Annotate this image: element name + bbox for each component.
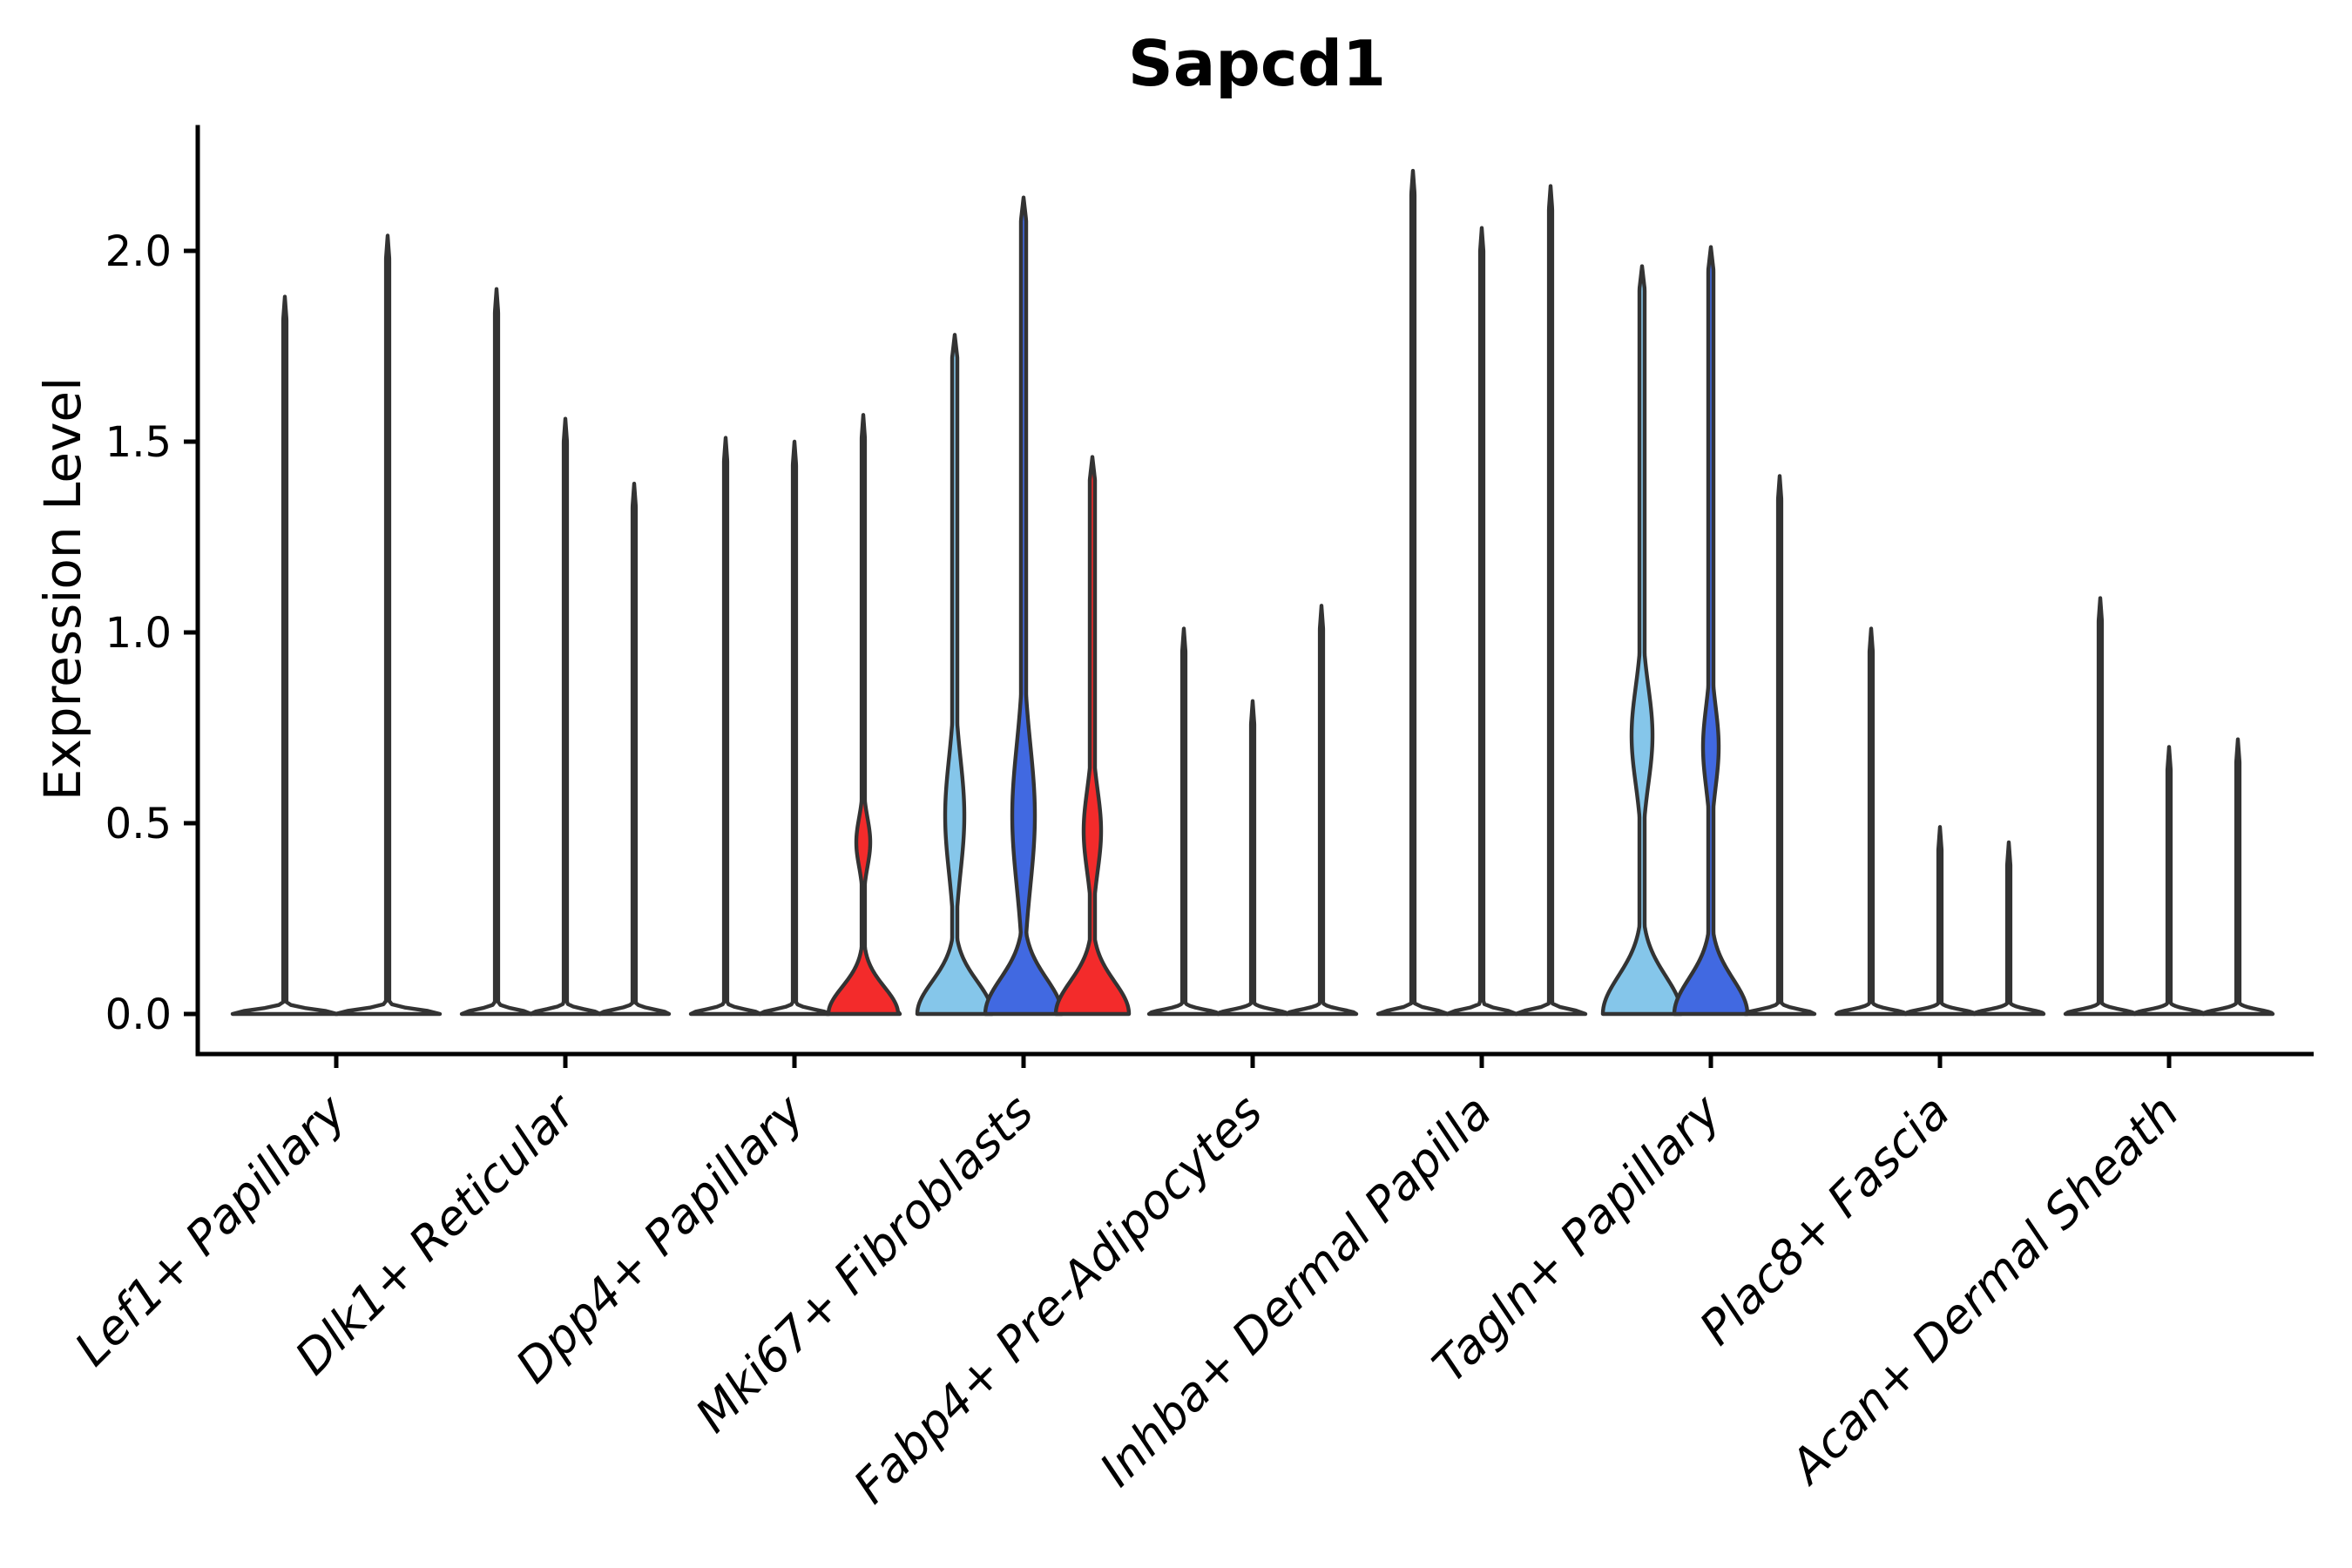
y-axis-label: Expression Level [33, 377, 92, 801]
violin-red [824, 413, 902, 1017]
violin-red [1053, 455, 1132, 1017]
y-tick-label: 2.0 [105, 227, 172, 276]
violin-blue [983, 195, 1064, 1017]
violin-plain [1375, 168, 1450, 1017]
y-tick-label: 1.0 [105, 609, 172, 658]
y-tick-label: 1.5 [105, 418, 172, 467]
violin-plain [2063, 596, 2138, 1017]
violin-plain [2132, 745, 2207, 1017]
violin-plain [1903, 825, 1977, 1017]
violin-plain [2200, 737, 2275, 1017]
violin-light_blue [915, 333, 995, 1017]
violin-plain [1834, 626, 1909, 1017]
violin-plain [1215, 699, 1290, 1017]
violin-plain [1146, 626, 1221, 1017]
violin-plain [1284, 604, 1359, 1017]
violin-plain [230, 294, 340, 1017]
violin-blue [1672, 245, 1750, 1017]
violin-light_blue [1600, 264, 1684, 1017]
violin-plain [459, 287, 534, 1017]
x-category-label: Acan+ Dermal Sheath [1778, 1085, 2189, 1496]
axes: 0.0 0.5 1.0 1.5 2.0 [105, 125, 2314, 1068]
violin-plain [688, 436, 763, 1017]
violin-plain [1444, 226, 1519, 1017]
chart-title: Sapcd1 [1128, 27, 1386, 100]
violin-plain [1971, 840, 2046, 1017]
y-tick-label: 0.5 [105, 800, 172, 848]
violin-plain [333, 233, 443, 1017]
x-category-label: Fabp4+ Pre-Adipocytes [843, 1085, 1273, 1514]
y-tick-label: 0.0 [105, 990, 172, 1039]
violin-plain [1513, 184, 1588, 1017]
plot-area [230, 168, 2275, 1017]
violin-plain [1742, 474, 1817, 1017]
violin-plain [597, 481, 672, 1017]
violin-plain [528, 416, 603, 1017]
violin-plain [757, 439, 832, 1017]
x-category-label: Inhba+ Dermal Papilla [1089, 1085, 1502, 1497]
